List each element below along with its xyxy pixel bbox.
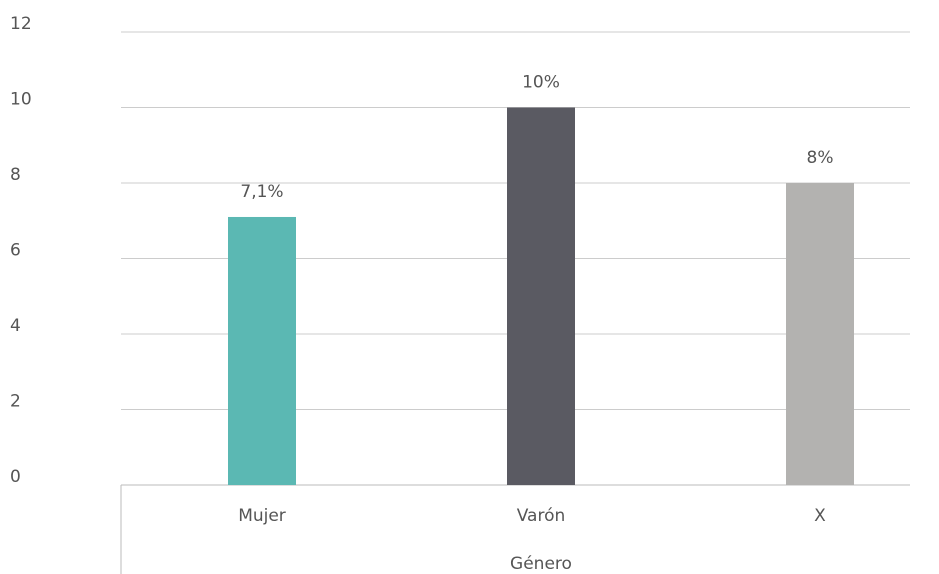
x-tick-label: Mujer: [238, 506, 286, 526]
y-tick-label: 8: [10, 165, 21, 185]
bar: [228, 216, 296, 485]
x-tick-label: X: [814, 506, 826, 526]
y-tick-label: 4: [10, 316, 21, 336]
bar: [507, 107, 575, 485]
y-tick-label: 10: [10, 90, 32, 110]
data-label: 10%: [522, 73, 560, 93]
data-label: 8%: [807, 148, 834, 168]
y-tick-label: 2: [10, 392, 21, 412]
y-tick-label: 0: [10, 467, 21, 487]
y-tick-label: 6: [10, 241, 21, 261]
bar: [786, 183, 854, 485]
x-tick-label: Varón: [517, 506, 566, 526]
y-tick-label: 12: [10, 14, 32, 34]
data-label: 7,1%: [240, 182, 283, 202]
x-axis-title: Género: [510, 554, 572, 574]
